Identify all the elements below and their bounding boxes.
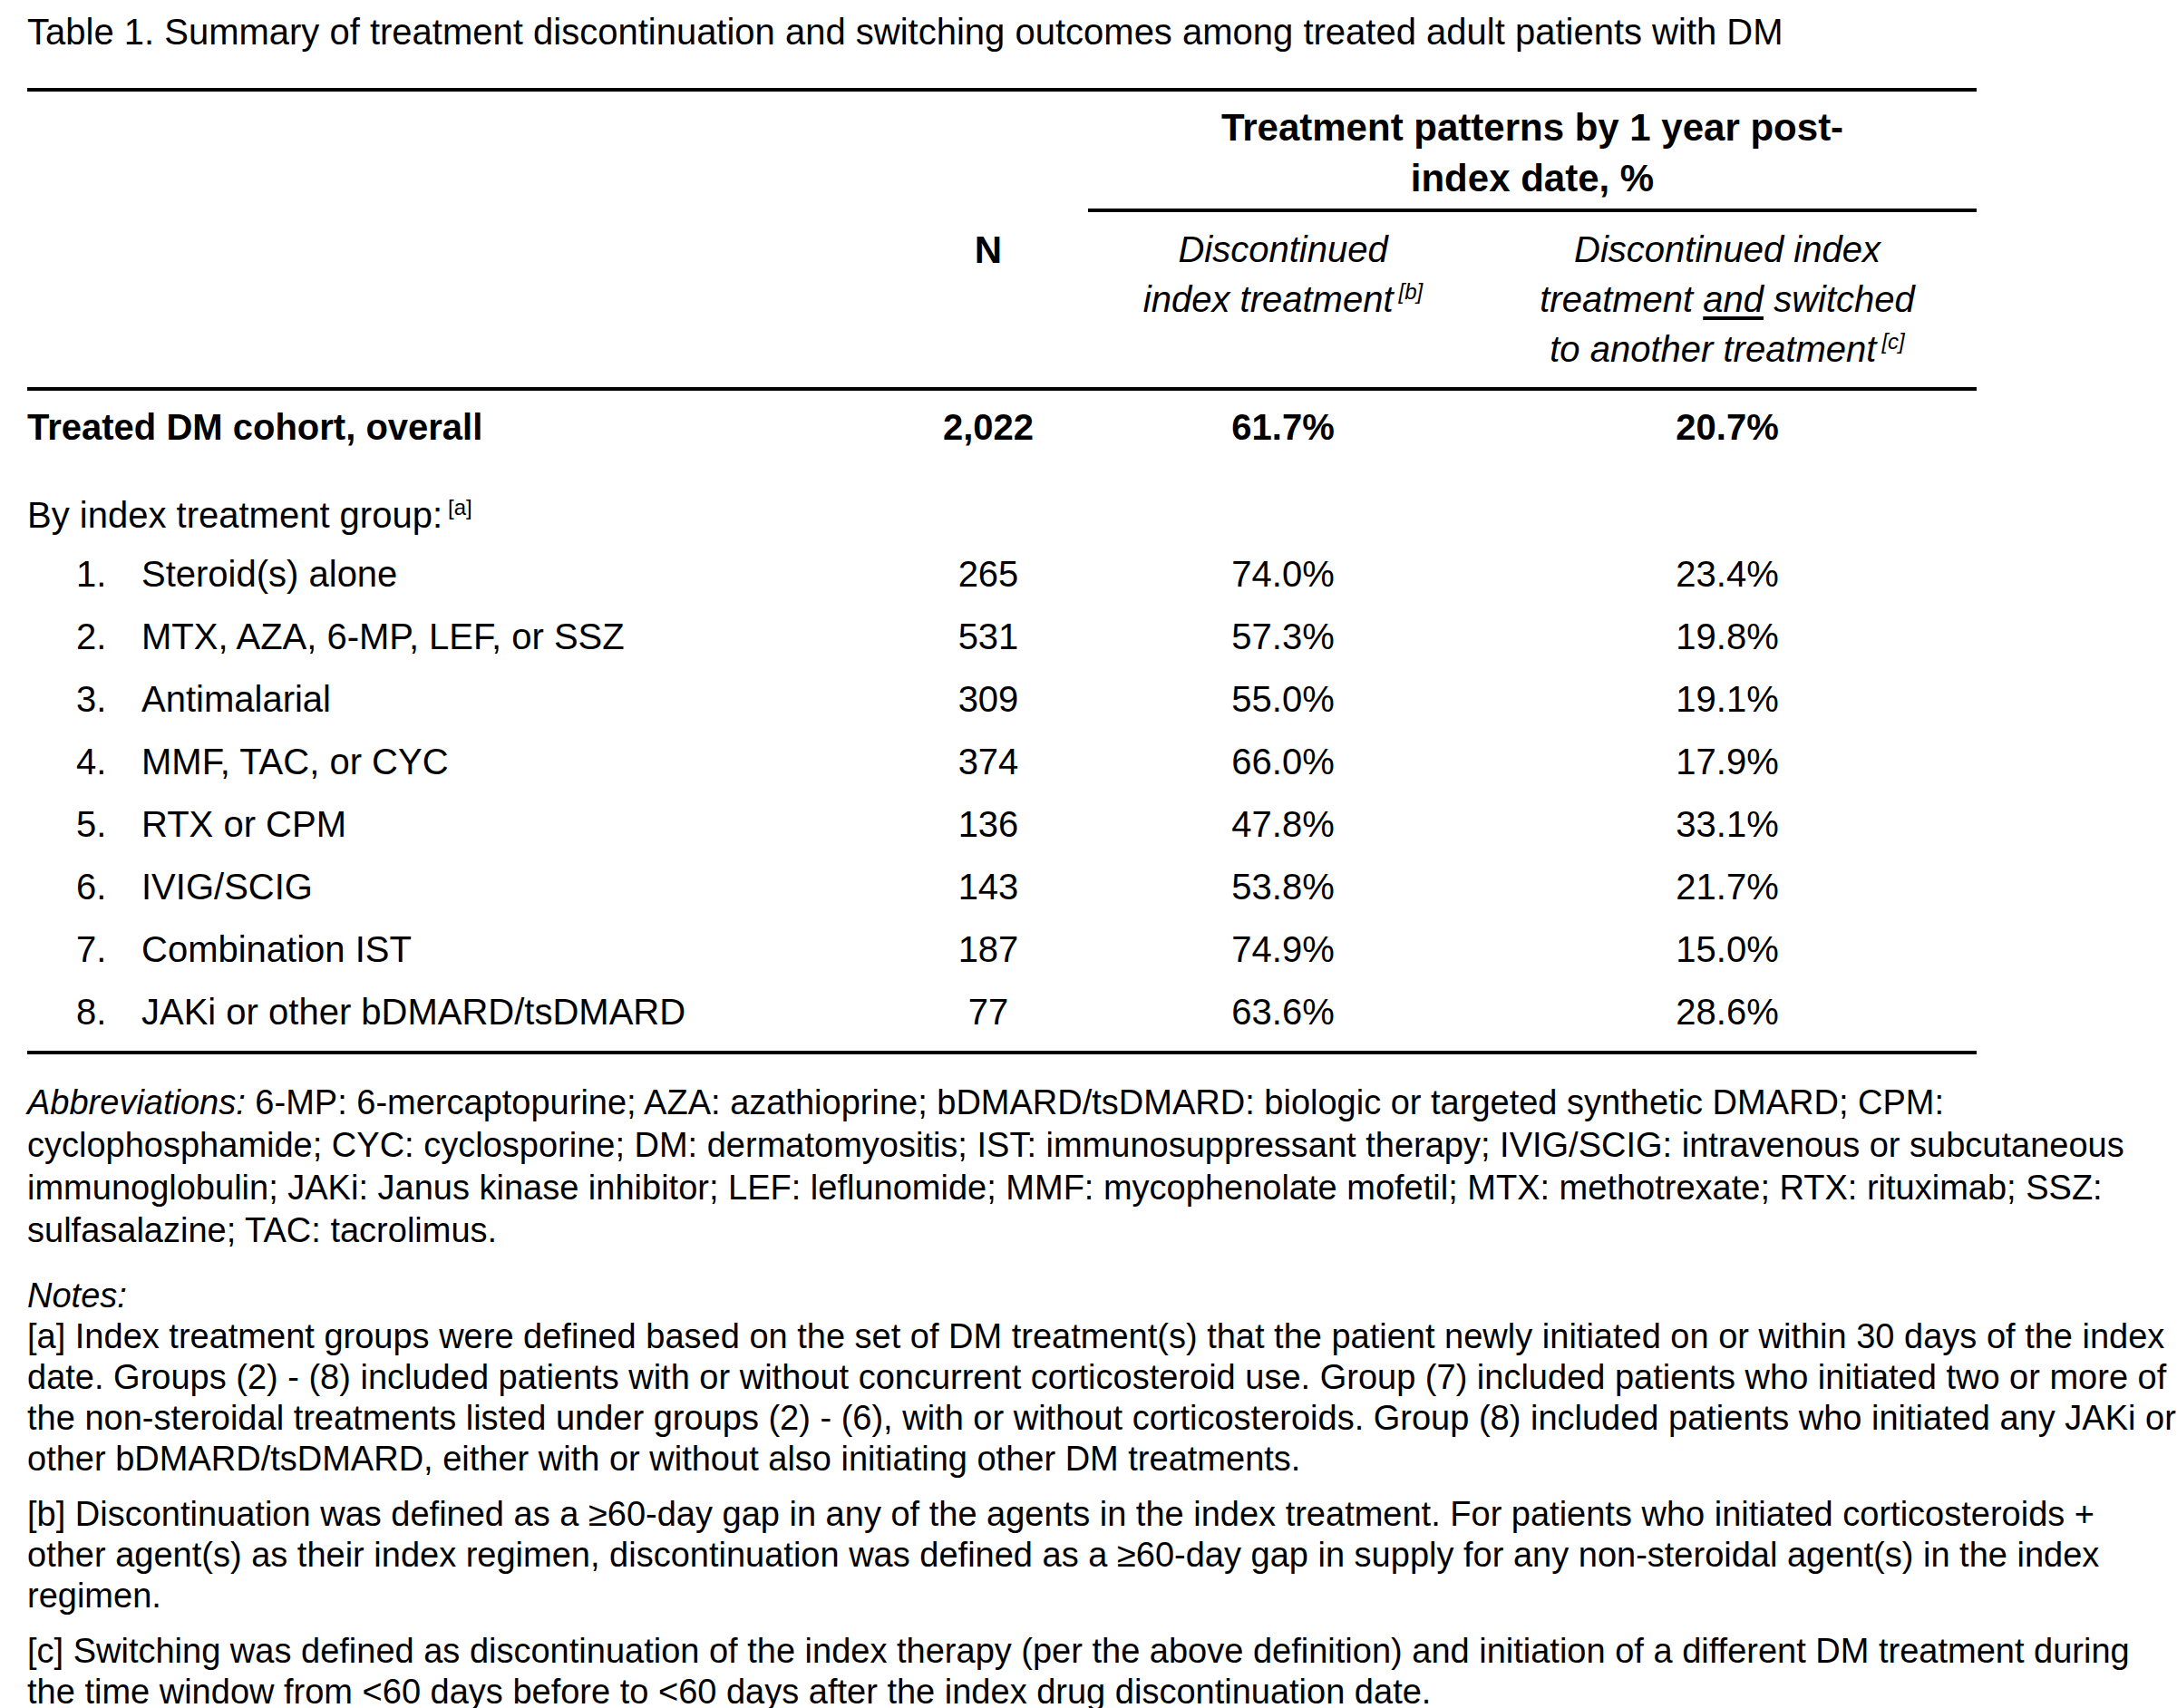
- row-label: Combination IST: [141, 929, 412, 969]
- n-value: 265: [889, 554, 1088, 595]
- table-row: 1.Steroid(s) alone 265 74.0% 23.4%: [27, 543, 1977, 606]
- row-label: RTX or CPM: [141, 804, 346, 844]
- row-number: 6.: [76, 867, 141, 907]
- summary-table: Treatment patterns by 1 year post-index …: [27, 88, 1977, 1054]
- overall-n-value: 2,022: [889, 407, 1088, 448]
- row-number: 1.: [76, 554, 141, 595]
- abbreviations-text: Abbreviations: 6-MP: 6-mercaptopurine; A…: [27, 1082, 2162, 1252]
- switched-value: 17.9%: [1478, 742, 1977, 782]
- n-value: 187: [889, 929, 1088, 970]
- switched-value: 19.8%: [1478, 616, 1977, 657]
- treatment-group-rows: 1.Steroid(s) alone 265 74.0% 23.4% 2.MTX…: [27, 543, 1977, 1051]
- n-value: 136: [889, 804, 1088, 845]
- n-value: 531: [889, 616, 1088, 657]
- footnote-ref-b: [b]: [1399, 279, 1424, 304]
- footnote-ref-c: [c]: [1881, 329, 1904, 354]
- n-value: 309: [889, 679, 1088, 720]
- col-switched-line2-pre: treatment: [1540, 279, 1703, 319]
- overall-discontinued-value: 61.7%: [1088, 407, 1478, 448]
- row-label: MTX, AZA, 6-MP, LEF, or SSZ: [141, 616, 625, 656]
- page-title: Table 1. Summary of treatment discontinu…: [27, 11, 1968, 53]
- note-c: [c] Switching was defined as discontinua…: [27, 1631, 2176, 1708]
- overall-switched-value: 20.7%: [1478, 407, 1977, 448]
- row-number: 7.: [76, 929, 141, 970]
- note-a: [a] Index treatment groups were defined …: [27, 1316, 2176, 1480]
- discontinued-value: 57.3%: [1088, 616, 1478, 657]
- table-row: 4.MMF, TAC, or CYC 374 66.0% 17.9%: [27, 731, 1977, 793]
- switched-value: 19.1%: [1478, 679, 1977, 720]
- row-label: IVIG/SCIG: [141, 867, 313, 907]
- row-number: 8.: [76, 992, 141, 1033]
- footnote-ref-a: [a]: [448, 495, 472, 519]
- switched-value: 23.4%: [1478, 554, 1977, 595]
- row-number: 3.: [76, 679, 141, 720]
- row-label: MMF, TAC, or CYC: [141, 742, 449, 781]
- col-switched-line2-post: switched: [1764, 279, 1915, 319]
- table-row: 8.JAKi or other bDMARD/tsDMARD 77 63.6% …: [27, 981, 1977, 1043]
- row-number: 5.: [76, 804, 141, 845]
- row-label: Steroid(s) alone: [141, 554, 397, 594]
- discontinued-value: 66.0%: [1088, 742, 1478, 782]
- discontinued-value: 55.0%: [1088, 679, 1478, 720]
- col-group-header-label: Treatment patterns by 1 year post-index …: [1188, 102, 1877, 209]
- switched-value: 15.0%: [1478, 929, 1977, 970]
- col-switched-line1: Discontinued index: [1574, 229, 1881, 269]
- row-number: 2.: [76, 616, 141, 657]
- group-section-header: By index treatment group:[a]: [27, 495, 1977, 536]
- header-spacer: [27, 225, 889, 374]
- header-spacer: [27, 92, 1088, 212]
- overall-row: Treated DM cohort, overall 2,022 61.7% 2…: [27, 391, 1977, 466]
- document-page: Table 1. Summary of treatment discontinu…: [0, 0, 2177, 1708]
- col-switched-and: and: [1703, 279, 1764, 319]
- table-row: 5.RTX or CPM 136 47.8% 33.1%: [27, 793, 1977, 856]
- table-bottom-rule: [27, 1051, 1977, 1054]
- discontinued-value: 74.9%: [1088, 929, 1478, 970]
- discontinued-value: 47.8%: [1088, 804, 1478, 845]
- n-value: 374: [889, 742, 1088, 782]
- table-row: 6.IVIG/SCIG 143 53.8% 21.7%: [27, 856, 1977, 918]
- table-row: 2.MTX, AZA, 6-MP, LEF, or SSZ 531 57.3% …: [27, 606, 1977, 668]
- overall-row-label: Treated DM cohort, overall: [27, 407, 889, 448]
- row-label: JAKi or other bDMARD/tsDMARD: [141, 992, 685, 1032]
- col-discontinued-line2: index treatment: [1143, 279, 1394, 319]
- discontinued-value: 74.0%: [1088, 554, 1478, 595]
- discontinued-value: 63.6%: [1088, 992, 1478, 1033]
- note-b: [b] Discontinuation was defined as a ≥60…: [27, 1494, 2176, 1616]
- abbreviations-body: 6-MP: 6-mercaptopurine; AZA: azathioprin…: [27, 1083, 2124, 1249]
- row-label: Antimalarial: [141, 679, 331, 719]
- table-row: 3.Antimalarial 309 55.0% 19.1%: [27, 668, 1977, 731]
- group-section-label: By index treatment group:: [27, 495, 442, 535]
- table-row: 7.Combination IST 187 74.9% 15.0%: [27, 918, 1977, 981]
- col-switched-line3: to another treatment: [1550, 329, 1876, 369]
- col-switched-header: Discontinued index treatment and switche…: [1478, 225, 1977, 374]
- abbreviations-label: Abbreviations:: [27, 1083, 246, 1121]
- notes-heading: Notes:: [27, 1276, 2177, 1316]
- row-number: 4.: [76, 742, 141, 782]
- col-group-header: Treatment patterns by 1 year post-index …: [1088, 92, 1977, 212]
- switched-value: 28.6%: [1478, 992, 1977, 1033]
- n-value: 77: [889, 992, 1088, 1033]
- col-discontinued-line1: Discontinued: [1178, 229, 1387, 269]
- discontinued-value: 53.8%: [1088, 867, 1478, 907]
- col-discontinued-header: Discontinued index treatment[b]: [1088, 225, 1478, 374]
- n-value: 143: [889, 867, 1088, 907]
- switched-value: 21.7%: [1478, 867, 1977, 907]
- table-header: Treatment patterns by 1 year post-index …: [27, 88, 1977, 391]
- switched-value: 33.1%: [1478, 804, 1977, 845]
- col-n-header: N: [889, 225, 1088, 272]
